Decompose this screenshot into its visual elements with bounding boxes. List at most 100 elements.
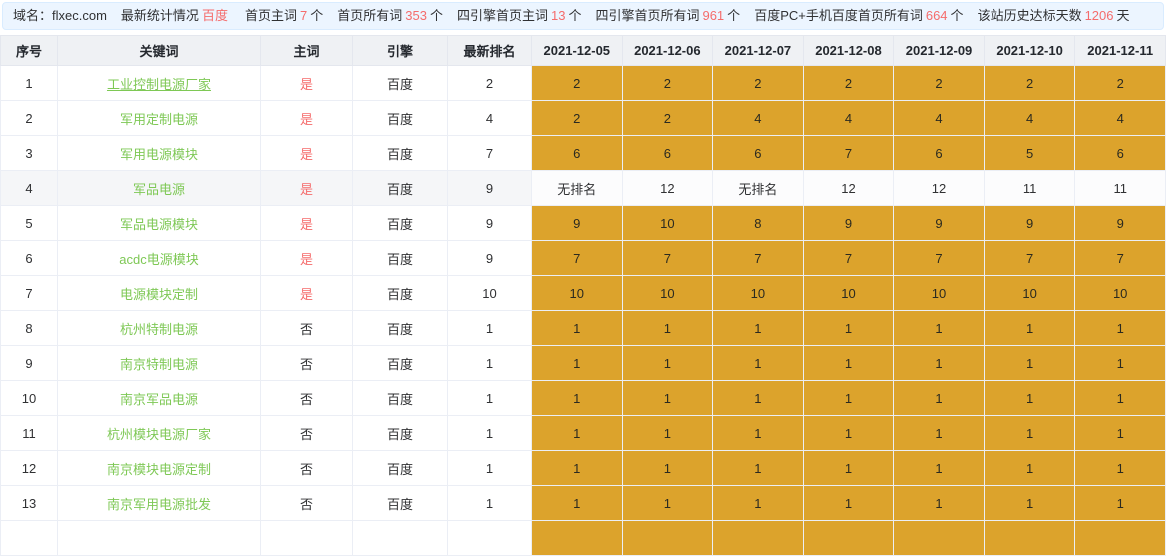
daily-rank-cell: 1 [802, 310, 895, 346]
daily-rank-cell: 10 [712, 275, 804, 311]
keyword-link[interactable]: 军品电源模块 [119, 216, 198, 232]
daily-rank-cell: 1 [983, 415, 1076, 451]
daily-rank-cell: 4 [1074, 100, 1166, 136]
daily-rank-cell: 10 [893, 275, 985, 311]
daily-rank-cell: 9 [983, 205, 1076, 241]
daily-rank-cell: 1 [802, 450, 895, 486]
keyword-cell: 南京模块电源定制 [57, 450, 261, 486]
stat-unit: 个 [950, 8, 964, 23]
daily-rank-cell: 10 [983, 275, 1076, 311]
engine-cell: 百度 [352, 100, 448, 136]
keyword-cell: 杭州特制电源 [57, 310, 261, 346]
daily-rank-cell: 1 [983, 310, 1076, 346]
daily-rank-cell: 7 [983, 240, 1076, 276]
daily-rank-cell: 7 [802, 240, 895, 276]
keyword-link[interactable]: 杭州模块电源厂家 [106, 426, 211, 442]
main-word-cell: 否 [260, 415, 353, 451]
stat-unit: 个 [727, 8, 741, 23]
table-row: 1 工业控制电源厂家是百度 2 2 2 2 2 2 2 2 [0, 65, 1166, 101]
row-index-cell: 1 [0, 65, 58, 101]
keyword-link[interactable]: 南京军品电源 [119, 391, 198, 407]
daily-rank-cell [621, 520, 714, 556]
stat-item: 首页主词 7 个 [245, 8, 323, 23]
daily-rank-cell [802, 520, 895, 556]
daily-rank-cell: 无排名 [531, 170, 623, 206]
table-row: 6 acdc电源模块是百度 9 7 7 7 7 7 7 7 [0, 240, 1166, 276]
keyword-cell: 南京军品电源 [57, 380, 261, 416]
column-header: 关键词 [57, 35, 261, 66]
daily-rank-cell: 1 [893, 345, 985, 381]
stat-label: 首页所有词 [337, 8, 403, 23]
stat-item: 百度PC+手机百度首页所有词 664 个 [754, 8, 963, 23]
daily-rank-cell: 11 [1074, 170, 1166, 206]
latest-rank-cell: 9 [447, 170, 532, 206]
daily-rank-cell: 1 [1074, 345, 1166, 381]
stat-unit: 个 [429, 8, 443, 23]
keyword-link[interactable]: 军用定制电源 [119, 111, 198, 127]
daily-rank-cell: 12 [802, 170, 895, 206]
daily-rank-cell: 1 [893, 380, 985, 416]
keyword-link[interactable]: acdc电源模块 [119, 251, 199, 267]
date-column-header: 2021-12-09 [893, 35, 985, 66]
domain-label: 域名： [13, 8, 53, 23]
keyword-cell [57, 520, 261, 556]
engine-cell: 百度 [352, 135, 448, 171]
column-header: 主词 [260, 35, 353, 66]
keyword-rank-table: 序号 关键词 主词 引擎 最新排名 2021-12-05 2021-12-06 2021-12… [0, 35, 1166, 556]
main-word-cell [260, 520, 353, 556]
keyword-link[interactable]: 南京军用电源批发 [106, 496, 211, 512]
daily-rank-cell: 2 [531, 65, 623, 101]
daily-rank-cell [712, 520, 804, 556]
daily-rank-cell: 6 [712, 135, 804, 171]
engine-highlight: 百度 [201, 8, 228, 23]
stat-item: 首页所有词 353 个 [337, 8, 443, 23]
main-word-cell: 否 [260, 380, 353, 416]
table-row: 3 军用电源模块是百度 7 6 6 6 7 6 5 6 [0, 135, 1166, 171]
row-index-cell: 9 [0, 345, 58, 381]
table-row [0, 520, 1166, 556]
keyword-link[interactable]: 军品电源 [132, 181, 185, 197]
keyword-link[interactable]: 杭州特制电源 [119, 321, 198, 337]
engine-cell: 百度 [352, 415, 448, 451]
stats-items: 首页主词 7 个首页所有词 353 个四引擎首页主词 13 个四引擎首页所有词 961 个百度P… [245, 8, 1144, 23]
daily-rank-cell: 1 [712, 415, 804, 451]
daily-rank-cell: 9 [802, 205, 895, 241]
row-index-cell: 8 [0, 310, 58, 346]
daily-rank-cell: 1 [531, 485, 623, 521]
stat-item: 该站历史达标天数 1206 天 [978, 8, 1130, 23]
latest-rank-cell: 9 [447, 205, 532, 241]
latest-rank-cell: 1 [447, 345, 532, 381]
daily-rank-cell: 1 [983, 485, 1076, 521]
keyword-cell: 军用电源模块 [57, 135, 261, 171]
daily-rank-cell: 1 [1074, 310, 1166, 346]
stat-value: 961 [702, 8, 725, 23]
daily-rank-cell: 10 [802, 275, 895, 311]
stats-label-segment: 最新统计情况 百度 [121, 8, 231, 23]
daily-rank-cell: 9 [531, 205, 623, 241]
daily-rank-cell: 1 [531, 415, 623, 451]
table-header-row: 序号 关键词 主词 引擎 最新排名 2021-12-05 2021-12-06 2021-12… [0, 35, 1166, 66]
engine-cell [352, 520, 448, 556]
table-row: 10 南京军品电源否百度 1 1 1 1 1 1 1 1 [0, 380, 1166, 416]
stat-item: 四引擎首页主词 13 个 [457, 8, 582, 23]
table-row: 4 军品电源是百度 9 无排名 12 无排名 12 12 11 11 [0, 170, 1166, 206]
keyword-cell: 电源模块定制 [57, 275, 261, 311]
keyword-cell: acdc电源模块 [57, 240, 261, 276]
keyword-link[interactable]: 南京特制电源 [119, 356, 198, 372]
daily-rank-cell: 10 [531, 275, 623, 311]
daily-rank-cell [893, 520, 985, 556]
daily-rank-cell [983, 520, 1076, 556]
daily-rank-cell: 2 [621, 65, 714, 101]
daily-rank-cell: 10 [621, 275, 714, 311]
daily-rank-cell: 2 [1074, 65, 1166, 101]
row-index-cell: 2 [0, 100, 58, 136]
keyword-link[interactable]: 南京模块电源定制 [106, 461, 211, 477]
keyword-link[interactable]: 军用电源模块 [119, 146, 198, 162]
keyword-link[interactable]: 工业控制电源厂家 [106, 76, 211, 92]
daily-rank-cell: 10 [621, 205, 714, 241]
keyword-cell: 杭州模块电源厂家 [57, 415, 261, 451]
daily-rank-cell: 2 [983, 65, 1076, 101]
table-row: 13 南京军用电源批发否百度 1 1 1 1 1 1 1 1 [0, 485, 1166, 521]
keyword-link[interactable]: 电源模块定制 [119, 286, 198, 302]
row-index-cell: 11 [0, 415, 58, 451]
